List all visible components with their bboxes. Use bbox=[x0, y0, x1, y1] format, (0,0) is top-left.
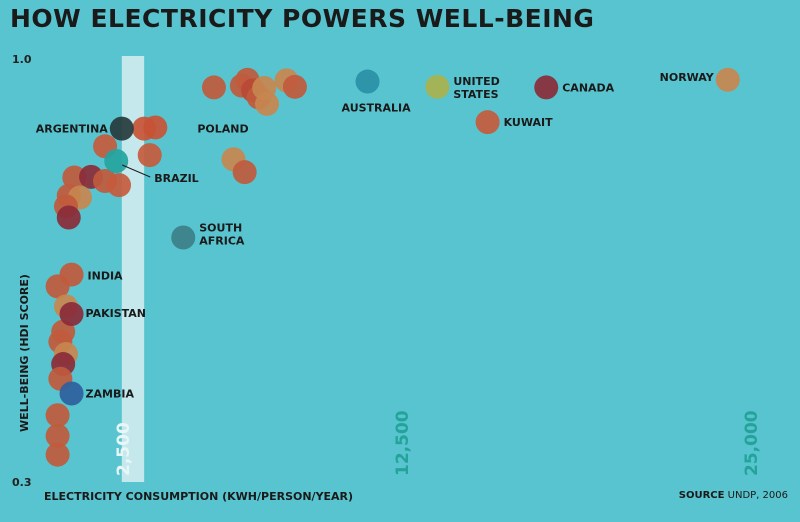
data-point-30 bbox=[45, 403, 70, 428]
point-kuwait bbox=[475, 110, 500, 135]
label-pakistan: PAKISTAN bbox=[86, 307, 146, 320]
point-norway bbox=[715, 67, 740, 92]
labels-layer: AUSTRALIA UNITED STATES CANADA NORWAY KUWAIT A… bbox=[36, 71, 715, 401]
data-point-18 bbox=[107, 173, 132, 198]
point-argentina bbox=[109, 116, 134, 141]
point-canada bbox=[534, 75, 559, 100]
source-note: SOURCE UNDP, 2006 bbox=[679, 490, 788, 501]
label-kuwait: KUWAIT bbox=[504, 116, 554, 129]
label-argentina: ARGENTINA bbox=[36, 123, 109, 136]
source-label: SOURCE bbox=[678, 490, 725, 501]
point-india bbox=[59, 262, 84, 287]
x-axis-label: ELECTRICITY CONSUMPTION (KWH/PERSON/YEAR… bbox=[44, 490, 353, 503]
point-pakistan bbox=[59, 302, 84, 327]
point-poland bbox=[143, 115, 168, 140]
data-point-1 bbox=[201, 75, 226, 100]
y-tick-bottom: 0.3 bbox=[12, 476, 32, 489]
data-point-15 bbox=[62, 165, 87, 190]
x-tick-12-500: 12,500 bbox=[393, 410, 413, 476]
label-zambia: ZAMBIA bbox=[86, 387, 135, 400]
source-text: UNDP, 2006 bbox=[727, 490, 788, 501]
label-australia: AUSTRALIA bbox=[342, 102, 412, 115]
point-united-states bbox=[425, 74, 450, 99]
label-poland: POLAND bbox=[197, 122, 248, 135]
brazil-leader-line bbox=[122, 164, 151, 178]
chart-title: HOW ELECTRICITY POWERS WELL-BEING bbox=[10, 4, 595, 33]
data-point-22 bbox=[56, 205, 81, 230]
data-point-14 bbox=[232, 160, 257, 185]
data-point-7 bbox=[255, 91, 280, 116]
label-norway: NORWAY bbox=[660, 71, 715, 84]
point-australia bbox=[355, 69, 380, 94]
x-tick-2-500: 2,500 bbox=[114, 422, 134, 476]
data-point-32 bbox=[45, 442, 70, 467]
point-zambia bbox=[59, 381, 84, 406]
label-united-states: UNITED STATES bbox=[453, 75, 499, 101]
label-brazil: BRAZIL bbox=[154, 172, 198, 185]
data-point-31 bbox=[45, 423, 70, 448]
x-tick-25-000: 25,000 bbox=[742, 410, 762, 476]
y-axis-label: WELL-BEING (HDI SCORE) bbox=[18, 274, 31, 432]
y-tick-top: 1.0 bbox=[12, 53, 32, 66]
x-ticks-layer: 2,500 12,500 25,000 bbox=[114, 410, 762, 476]
label-canada: CANADA bbox=[562, 81, 614, 94]
point-south-africa bbox=[171, 225, 196, 250]
points-layer bbox=[45, 67, 740, 467]
label-india: INDIA bbox=[88, 270, 124, 283]
point-brazil bbox=[104, 149, 129, 173]
data-point-12 bbox=[137, 143, 162, 168]
label-south-africa: SOUTH AFRICA bbox=[199, 222, 245, 248]
data-point-9 bbox=[282, 74, 307, 99]
